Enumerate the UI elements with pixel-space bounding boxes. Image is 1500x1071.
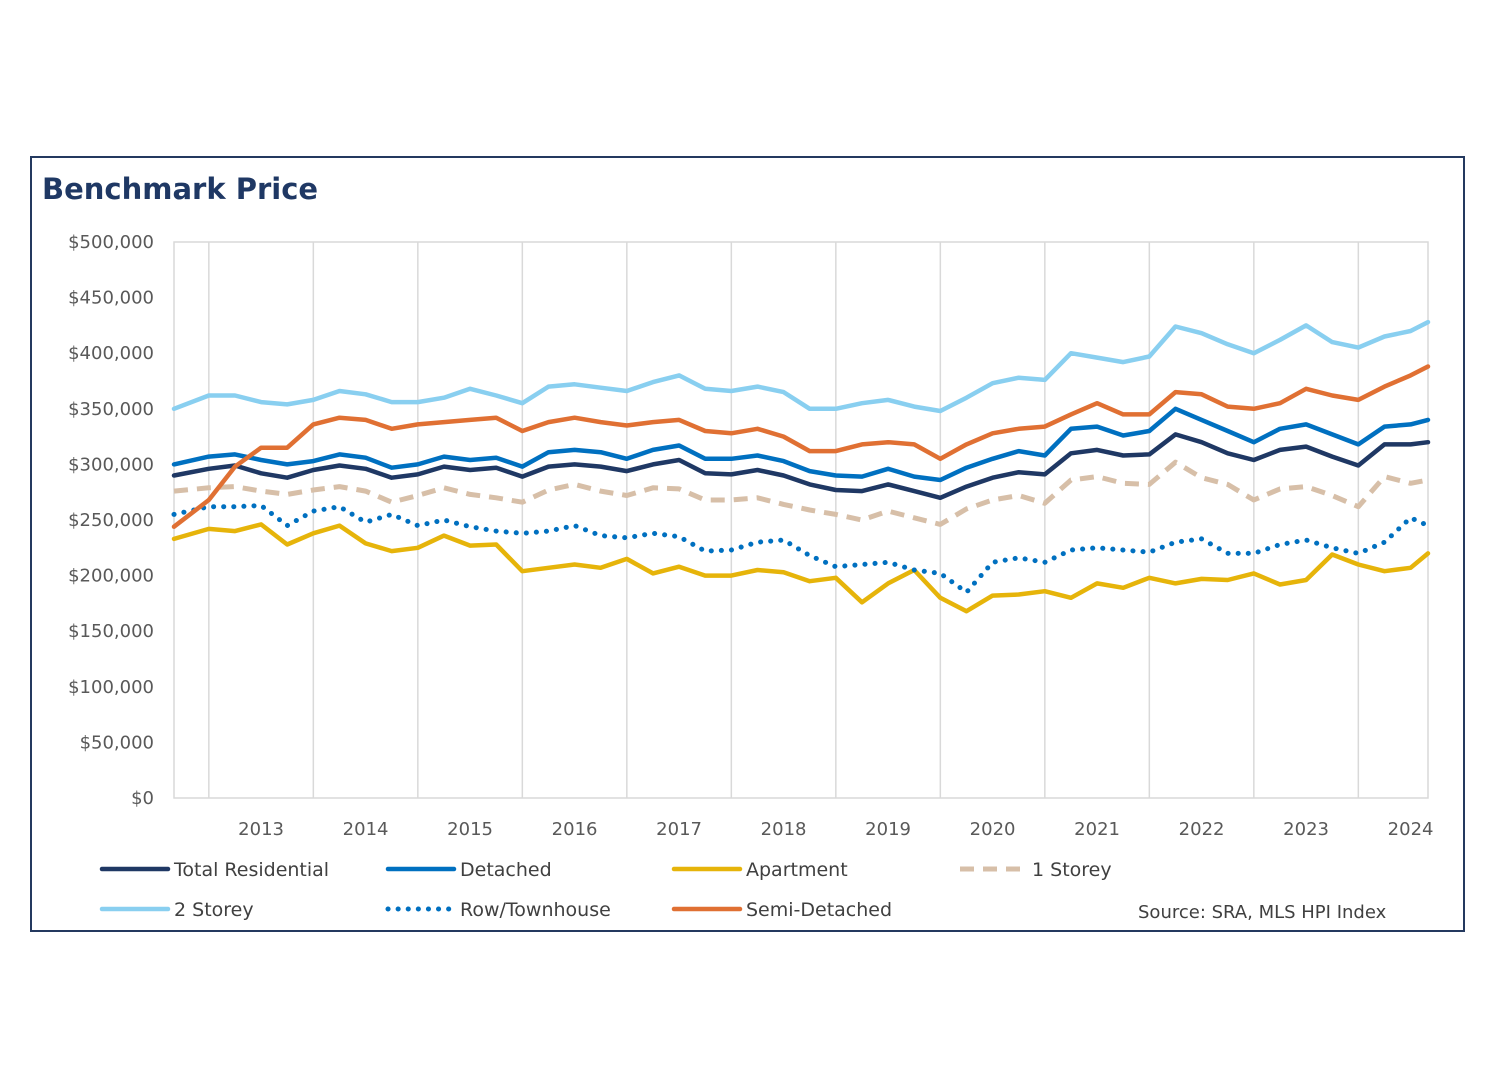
y-tick-label: $450,000 — [68, 288, 154, 309]
series-line-detached — [171, 406, 1431, 483]
legend-label-semi-detached: Semi-Detached — [746, 899, 892, 921]
x-tick-label: 2023 — [1283, 819, 1329, 840]
y-tick-label: $0 — [131, 788, 154, 809]
x-tick-label: 2013 — [238, 819, 284, 840]
x-tick-label: 2015 — [447, 819, 493, 840]
y-tick-label: $350,000 — [68, 399, 154, 420]
benchmark-price-chart: $0 $50,000 $100,000 $150,000 $200,000 $250,00… — [68, 232, 1433, 921]
y-tick-label: $200,000 — [68, 566, 154, 587]
grid-lines — [173, 241, 1429, 799]
legend-label-total-residential: Total Residential — [173, 859, 329, 881]
x-tick-label: 2014 — [343, 819, 389, 840]
series-line-2-storey — [171, 319, 1431, 414]
y-tick-label: $150,000 — [68, 621, 154, 642]
y-tick-label: $50,000 — [80, 732, 154, 753]
x-tick-label: 2019 — [865, 819, 911, 840]
y-tick-label: $400,000 — [68, 343, 154, 364]
legend: Total Residential Detached Apartment 1 Stor… — [99, 859, 1112, 921]
y-axis-ticks: $0 $50,000 $100,000 $150,000 $200,000 $250,00… — [68, 232, 154, 809]
y-tick-label: $300,000 — [68, 454, 154, 475]
chart-title: Benchmark Price — [42, 172, 319, 206]
y-tick-label: $500,000 — [68, 232, 154, 253]
y-tick-label: $100,000 — [68, 677, 154, 698]
series-line-total-residential — [171, 432, 1431, 501]
legend-label-1-storey: 1 Storey — [1032, 859, 1112, 881]
series-line-row-townhouse — [171, 503, 1431, 595]
x-tick-label: 2024 — [1388, 819, 1434, 840]
x-tick-label: 2020 — [970, 819, 1016, 840]
legend-label-2-storey: 2 Storey — [174, 899, 254, 921]
x-tick-label: 2018 — [761, 819, 807, 840]
series-line-semi-detached — [171, 364, 1431, 529]
y-tick-label: $250,000 — [68, 510, 154, 531]
source-note: Source: SRA, MLS HPI Index — [1138, 902, 1387, 923]
legend-label-detached: Detached — [460, 859, 552, 881]
legend-label-apartment: Apartment — [746, 859, 848, 881]
x-tick-label: 2017 — [656, 819, 702, 840]
x-axis-ticks: 2013 2014 2015 2016 2017 2018 2019 2020 2021 2022… — [238, 819, 1433, 840]
x-tick-label: 2021 — [1074, 819, 1120, 840]
legend-label-row-townhouse: Row/Townhouse — [460, 899, 611, 921]
series-lines — [171, 319, 1431, 614]
x-tick-label: 2016 — [552, 819, 598, 840]
x-tick-label: 2022 — [1179, 819, 1225, 840]
series-line-1-storey — [173, 459, 1429, 527]
plot-area-border — [173, 241, 1429, 799]
series-line-apartment — [171, 522, 1431, 614]
chart-frame: Benchmark Price $0 $50,000 $100,000 $150,00… — [30, 156, 1465, 932]
